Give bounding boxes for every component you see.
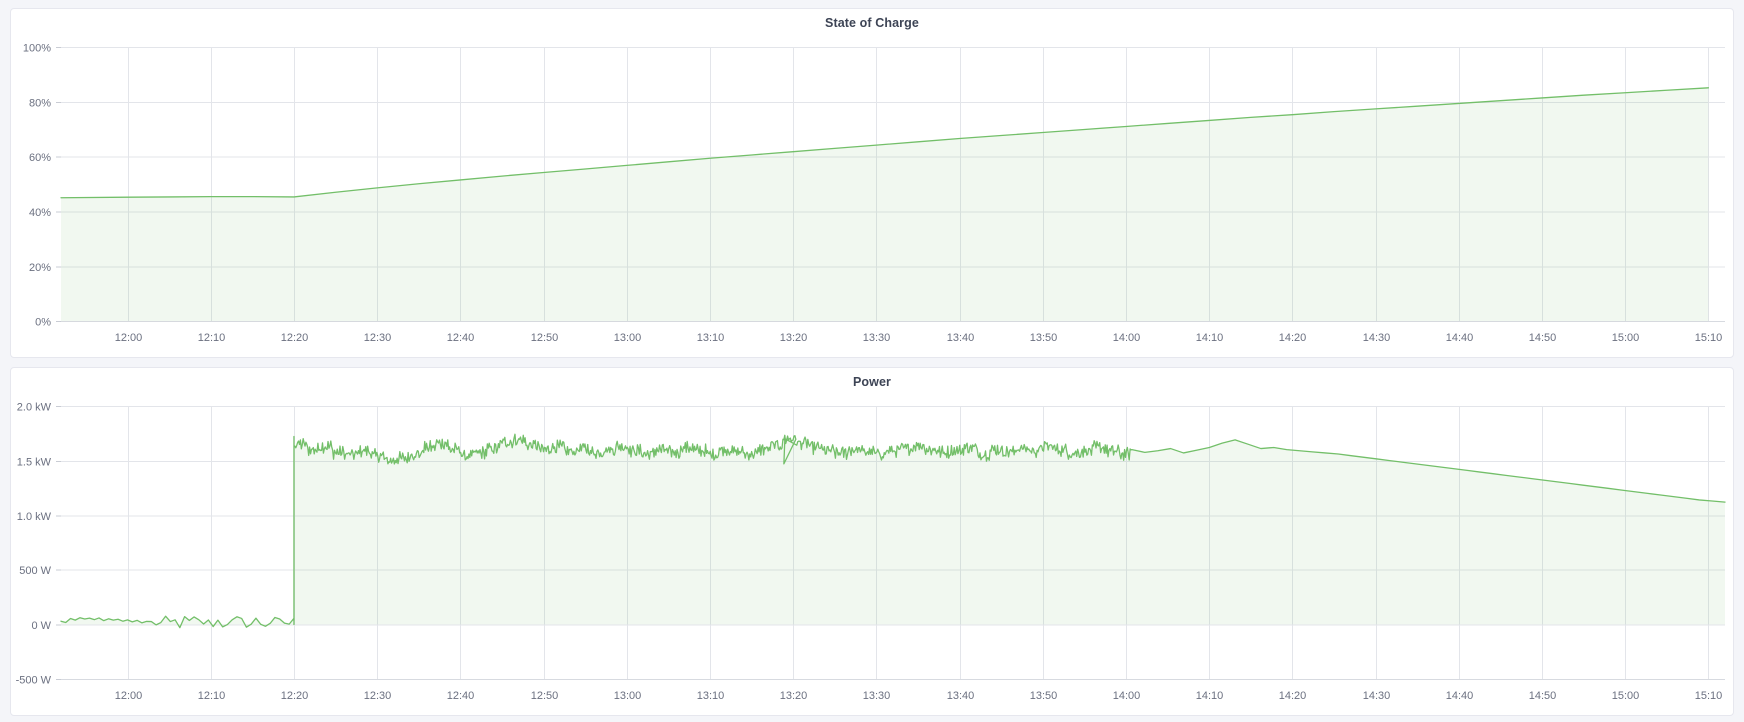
- x-tick-label: 14:40: [1446, 690, 1473, 702]
- x-tick-label: 13:40: [947, 690, 974, 702]
- y-tick-label: 100%: [23, 42, 51, 54]
- y-tick-label: 1.5 kW: [17, 456, 52, 468]
- panel-state-of-charge: State of Charge 0% 20% 40% 60% 80% 100% 12:00 1…: [10, 8, 1734, 358]
- x-tick-label: 15:10: [1695, 690, 1722, 702]
- y-tick-label: 500 W: [19, 565, 51, 577]
- panel-power: Power -500 W 0 W 500 W 1.0 kW 1.5 kW 2.0 kW 12…: [10, 367, 1734, 716]
- chart-svg-power[interactable]: -500 W 0 W 500 W 1.0 kW 1.5 kW 2.0 kW 12:00 12:…: [11, 392, 1733, 715]
- series-area: [61, 87, 1709, 322]
- x-tick-label: 12:40: [447, 690, 474, 702]
- plot-area-state-of-charge[interactable]: 0% 20% 40% 60% 80% 100% 12:00 12:10 12:20 12:30 12…: [11, 33, 1733, 357]
- x-tick-label: 12:40: [447, 332, 474, 344]
- x-tick-label: 13:30: [863, 690, 890, 702]
- y-tick-label: 20%: [29, 262, 51, 274]
- x-tick-label: 12:10: [198, 332, 225, 344]
- x-tick-label: 14:50: [1529, 690, 1556, 702]
- x-tick-label: 15:00: [1612, 690, 1639, 702]
- x-tick-label: 13:20: [780, 690, 807, 702]
- y-tick-label: 40%: [29, 207, 51, 219]
- chart-svg-state-of-charge[interactable]: 0% 20% 40% 60% 80% 100% 12:00 12:10 12:20 12:30 12…: [11, 33, 1733, 357]
- y-tick-label: 1.0 kW: [17, 511, 52, 523]
- x-tick-label: 12:30: [364, 332, 391, 344]
- y-tick-label: 0 W: [31, 620, 51, 632]
- y-tick-label: 80%: [29, 97, 51, 109]
- x-tick-label: 12:50: [531, 332, 558, 344]
- x-tick-label: 13:50: [1030, 690, 1057, 702]
- x-tick-label: 12:00: [115, 690, 142, 702]
- x-tick-label: 14:20: [1279, 332, 1306, 344]
- x-tick-label: 12:30: [364, 690, 391, 702]
- y-tick-label: 2.0 kW: [17, 401, 52, 413]
- x-tick-label: 13:40: [947, 332, 974, 344]
- x-tick-label: 14:10: [1196, 332, 1223, 344]
- series-line: [60, 87, 1710, 199]
- y-tick-label: 60%: [29, 152, 51, 164]
- series-line: [60, 433, 1726, 629]
- x-tick-label: 13:10: [697, 332, 724, 344]
- x-tick-label: 14:20: [1279, 690, 1306, 702]
- x-tick-label: 13:50: [1030, 332, 1057, 344]
- x-tick-label: 14:00: [1113, 332, 1140, 344]
- x-tick-label: 13:30: [863, 332, 890, 344]
- y-tick-label: -500 W: [16, 675, 52, 687]
- x-tick-label: 14:00: [1113, 690, 1140, 702]
- x-tick-label: 13:20: [780, 332, 807, 344]
- panel-title-state-of-charge: State of Charge: [825, 16, 919, 30]
- x-tick-label: 12:20: [281, 332, 308, 344]
- plot-area-power[interactable]: -500 W 0 W 500 W 1.0 kW 1.5 kW 2.0 kW 12:00 12:…: [11, 392, 1733, 715]
- x-tick-label: 14:30: [1363, 690, 1390, 702]
- x-tick-label: 12:00: [115, 332, 142, 344]
- x-tick-label: 14:10: [1196, 690, 1223, 702]
- x-tick-label: 13:00: [614, 332, 641, 344]
- x-tick-label: 14:50: [1529, 332, 1556, 344]
- x-tick-label: 13:00: [614, 690, 641, 702]
- x-tick-label: 15:10: [1695, 332, 1722, 344]
- x-tick-label: 15:00: [1612, 332, 1639, 344]
- panel-title-power: Power: [852, 375, 891, 389]
- x-tick-label: 14:40: [1446, 332, 1473, 344]
- series-area: [61, 434, 1725, 628]
- x-tick-label: 12:20: [281, 690, 308, 702]
- x-tick-label: 12:10: [198, 690, 225, 702]
- x-tick-label: 12:50: [531, 690, 558, 702]
- y-tick-label: 0%: [35, 317, 51, 329]
- x-tick-label: 14:30: [1363, 332, 1390, 344]
- x-tick-label: 13:10: [697, 690, 724, 702]
